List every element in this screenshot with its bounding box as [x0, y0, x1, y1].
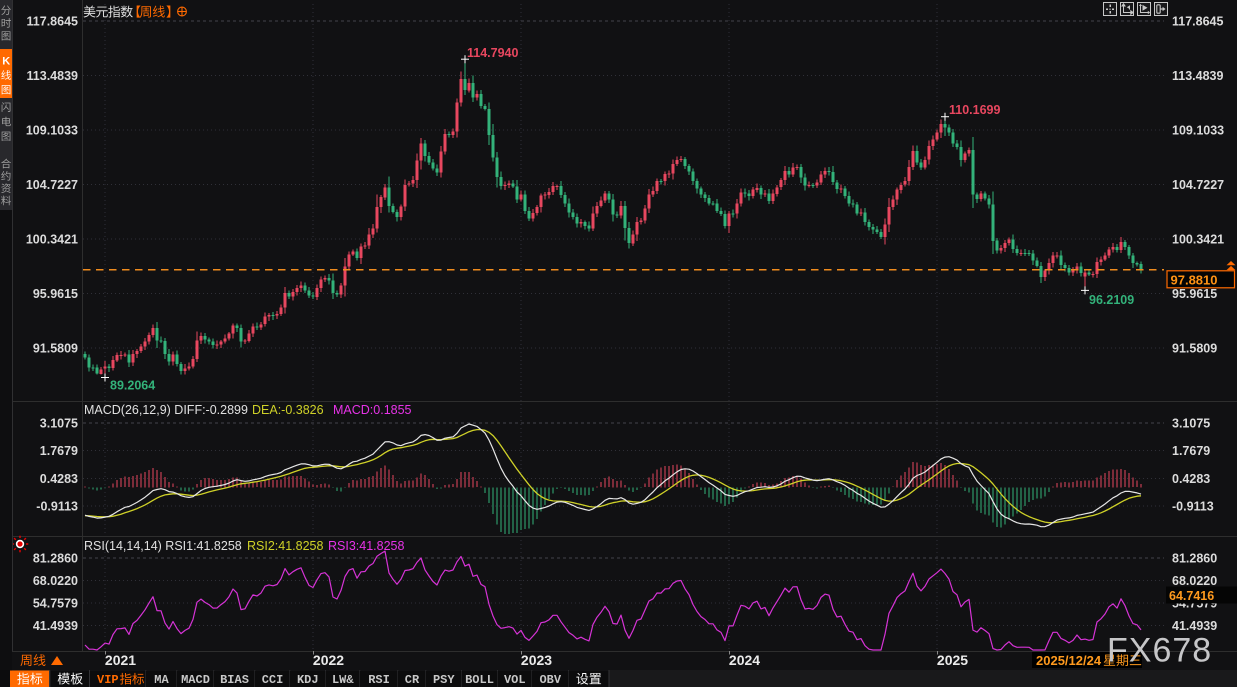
svg-text:-0.9113: -0.9113	[36, 500, 78, 514]
svg-text:2021: 2021	[105, 652, 136, 668]
svg-text:81.2860: 81.2860	[33, 552, 78, 566]
svg-text:PSY: PSY	[433, 673, 455, 687]
svg-text:41.4939: 41.4939	[1172, 619, 1217, 633]
svg-text:81.2860: 81.2860	[1172, 552, 1217, 566]
svg-text:110.1699: 110.1699	[949, 103, 1000, 117]
svg-text:91.5809: 91.5809	[1172, 341, 1217, 355]
svg-text:-0.9113: -0.9113	[1172, 500, 1214, 514]
svg-text:2023: 2023	[521, 652, 552, 668]
svg-text:104.7227: 104.7227	[26, 178, 78, 192]
svg-text:BIAS: BIAS	[220, 673, 249, 687]
svg-text:117.8645: 117.8645	[1172, 15, 1223, 29]
svg-text:96.2109: 96.2109	[1089, 293, 1134, 307]
svg-text:2022: 2022	[313, 652, 344, 668]
svg-text:113.4839: 113.4839	[27, 69, 78, 83]
svg-text:OBV: OBV	[539, 673, 561, 687]
svg-text:2024: 2024	[729, 652, 760, 668]
svg-text:68.0220: 68.0220	[33, 574, 78, 588]
svg-text:89.2064: 89.2064	[110, 379, 155, 393]
svg-text:3.1075: 3.1075	[40, 417, 78, 431]
svg-text:MA: MA	[154, 673, 169, 687]
svg-text:MACD(26,12,9) DIFF:-0.2899: MACD(26,12,9) DIFF:-0.2899	[84, 403, 248, 417]
svg-text:1.7679: 1.7679	[40, 444, 78, 458]
svg-text:FX678: FX678	[1107, 632, 1212, 670]
svg-text:113.4839: 113.4839	[1172, 69, 1223, 83]
svg-text:100.3421: 100.3421	[1172, 232, 1224, 246]
svg-text:VOL: VOL	[504, 673, 526, 687]
svg-text:91.5809: 91.5809	[33, 341, 78, 355]
svg-text:MACD:0.1855: MACD:0.1855	[333, 403, 412, 417]
svg-text:104.7227: 104.7227	[1172, 178, 1224, 192]
svg-text:CCI: CCI	[262, 673, 284, 687]
svg-text:0.4283: 0.4283	[40, 472, 78, 486]
svg-text:DEA:-0.3826: DEA:-0.3826	[252, 403, 324, 417]
svg-text:RSI(14,14,14) RSI1:41.8258: RSI(14,14,14) RSI1:41.8258	[84, 539, 242, 553]
svg-text:RSI: RSI	[368, 673, 390, 687]
svg-text:109.1033: 109.1033	[26, 123, 78, 137]
svg-text:3.1075: 3.1075	[1172, 417, 1210, 431]
svg-text:95.9615: 95.9615	[1172, 287, 1217, 301]
svg-text:1.7679: 1.7679	[1172, 444, 1210, 458]
svg-text:0.4283: 0.4283	[1172, 472, 1210, 486]
svg-text:K: K	[2, 56, 10, 68]
svg-text:RSI3:41.8258: RSI3:41.8258	[328, 539, 404, 553]
svg-text:109.1033: 109.1033	[1172, 123, 1224, 137]
svg-text:100.3421: 100.3421	[26, 232, 78, 246]
svg-text:54.7579: 54.7579	[33, 596, 78, 610]
svg-text:117.8645: 117.8645	[27, 15, 78, 29]
svg-text:95.9615: 95.9615	[33, 287, 78, 301]
svg-text:BOLL: BOLL	[465, 673, 494, 687]
svg-text:2025: 2025	[937, 652, 968, 668]
svg-text:68.0220: 68.0220	[1172, 574, 1217, 588]
svg-text:VIP: VIP	[97, 673, 119, 687]
svg-text:2025/12/24: 2025/12/24	[1036, 653, 1102, 668]
svg-text:41.4939: 41.4939	[33, 619, 78, 633]
svg-text:97.8810: 97.8810	[1171, 272, 1218, 287]
svg-text:LW&: LW&	[332, 673, 354, 687]
svg-text:64.7416: 64.7416	[1169, 589, 1214, 603]
svg-text:RSI2:41.8258: RSI2:41.8258	[247, 539, 323, 553]
svg-text:114.7940: 114.7940	[467, 46, 518, 60]
svg-text:CR: CR	[405, 673, 420, 687]
svg-text:KDJ: KDJ	[297, 673, 319, 687]
svg-text:MACD: MACD	[181, 673, 210, 687]
